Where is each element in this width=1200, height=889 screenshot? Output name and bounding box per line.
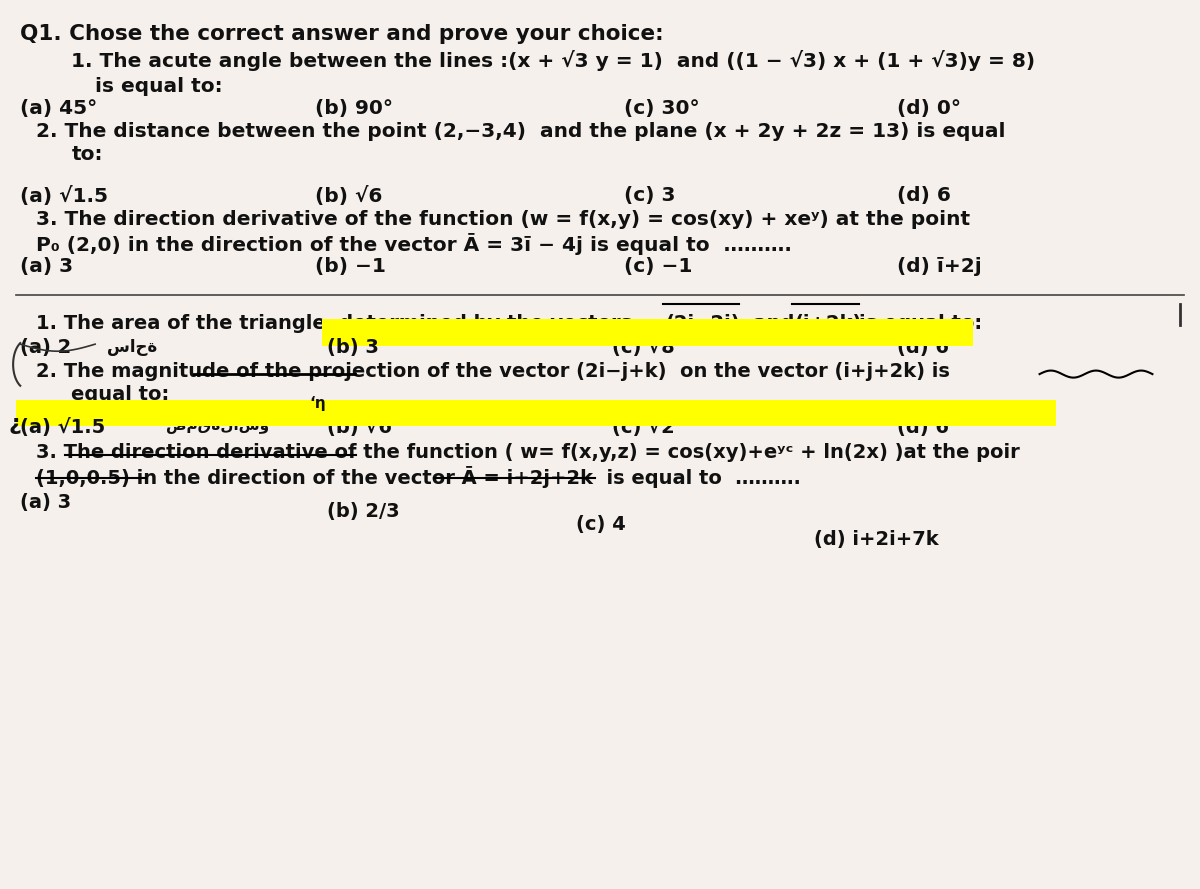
Text: صمقهلاسو: صمقهلاسو [167, 418, 270, 433]
Text: (c) 3: (c) 3 [624, 186, 676, 204]
Text: (1,0,0.5) in the direction of the vector Ā = i+2j+2k  is equal to  ……….: (1,0,0.5) in the direction of the vector… [36, 466, 800, 488]
FancyBboxPatch shape [16, 399, 1056, 426]
Text: 1. The area of the triangle  determined by the vectors: 1. The area of the triangle determined b… [36, 314, 632, 333]
Text: equal to:: equal to: [71, 385, 169, 404]
Text: 2. The magnitude of the projection of the vector (2i−j+k)  on the vector (i+j+2k: 2. The magnitude of the projection of th… [36, 362, 949, 380]
Text: (a) 2: (a) 2 [20, 338, 72, 357]
Text: P₀ (2,0) in the direction of the vector Ā = 3ī − 4j is equal to  ……….: P₀ (2,0) in the direction of the vector … [36, 233, 792, 255]
Text: to:: to: [71, 145, 103, 164]
Text: (b) 2/3: (b) 2/3 [326, 501, 400, 521]
Text: 3. The direction derivative of the function (w = f(x,y) = cos(xy) + xeʸ) at the : 3. The direction derivative of the funct… [36, 211, 970, 229]
Text: (b) √6: (b) √6 [326, 418, 391, 437]
Text: (c) −1: (c) −1 [624, 257, 692, 276]
Text: is equal to:: is equal to: [95, 76, 223, 96]
Text: (d) 0°: (d) 0° [898, 99, 961, 117]
Text: (2i−2j): (2i−2j) [665, 314, 740, 333]
Text: (c) √2: (c) √2 [612, 418, 674, 437]
Text: (i+2k): (i+2k) [794, 314, 863, 333]
Text: (c) √8: (c) √8 [612, 338, 674, 357]
Text: (d) i+2i+7k: (d) i+2i+7k [814, 530, 938, 549]
Text: (b) √6: (b) √6 [314, 186, 383, 205]
Text: (a) 3: (a) 3 [20, 257, 73, 276]
Text: (d) ī+2j: (d) ī+2j [898, 257, 982, 276]
Text: (b) 3: (b) 3 [326, 338, 379, 357]
Text: (d) 6: (d) 6 [898, 418, 949, 437]
Text: 2. The distance between the point (2,−3,4)  and the plane (x + 2y + 2z = 13) is : 2. The distance between the point (2,−3,… [36, 123, 1006, 141]
Text: Q1. Chose the correct answer and prove your choice:: Q1. Chose the correct answer and prove y… [20, 24, 664, 44]
Text: 3. The direction derivative of the function ( w= f(x,y,z) = cos(xy)+eʸᶜ + ln(2x): 3. The direction derivative of the funct… [36, 443, 1020, 461]
Text: (b) −1: (b) −1 [314, 257, 385, 276]
Text: (c) 4: (c) 4 [576, 515, 626, 534]
Text: (d) 6: (d) 6 [898, 186, 950, 204]
Text: (c) 30°: (c) 30° [624, 99, 700, 117]
Text: ‘η: ‘η [308, 396, 325, 411]
Text: (a) √1.5: (a) √1.5 [20, 186, 108, 205]
Text: (d) 6: (d) 6 [898, 338, 949, 357]
Text: 1. The acute angle between the lines :(x + √3 y = 1)  and ((1 − √3) x + (1 + √3): 1. The acute angle between the lines :(x… [71, 50, 1036, 71]
Text: (a) √1.5: (a) √1.5 [20, 418, 106, 437]
Text: (a) 45°: (a) 45° [20, 99, 97, 117]
Text: ¿: ¿ [8, 413, 22, 434]
Text: and: and [740, 314, 808, 333]
FancyBboxPatch shape [322, 319, 973, 346]
Text: is equal to:: is equal to: [859, 314, 982, 333]
Text: (a) 3: (a) 3 [20, 493, 71, 512]
Text: (b) 90°: (b) 90° [314, 99, 392, 117]
Text: ساحة: ساحة [107, 338, 157, 356]
